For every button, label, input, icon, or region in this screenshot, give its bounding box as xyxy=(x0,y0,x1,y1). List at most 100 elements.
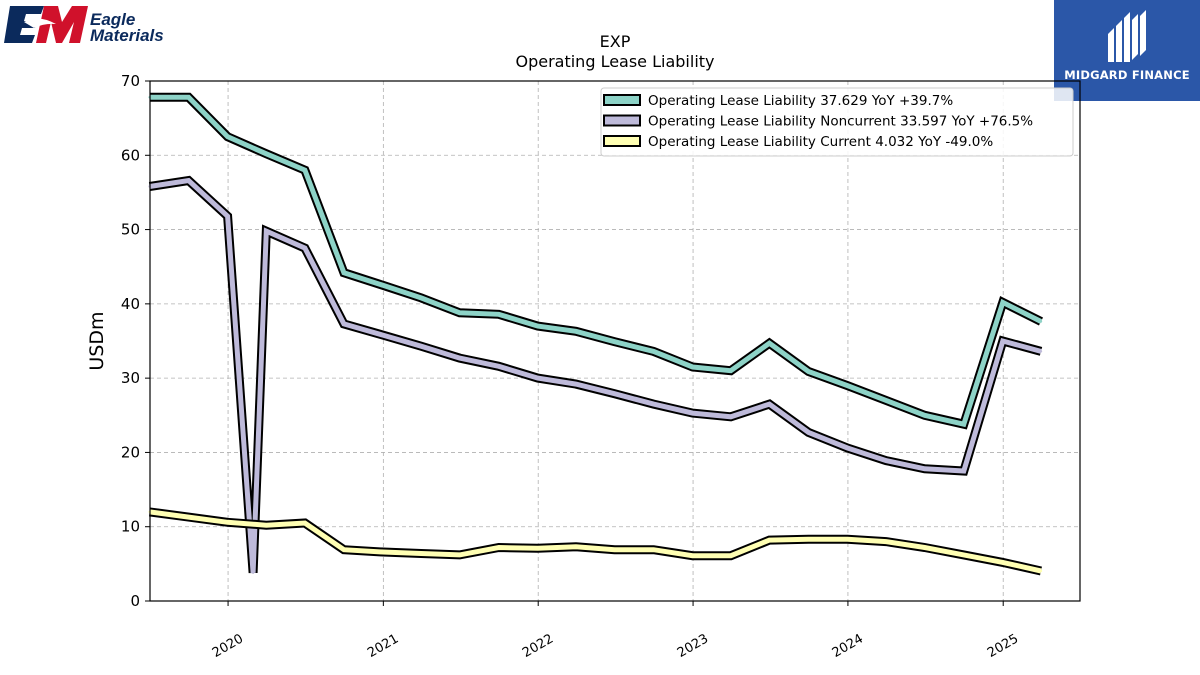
data-point xyxy=(265,524,268,527)
data-point xyxy=(729,415,732,418)
data-point xyxy=(846,446,849,450)
data-point xyxy=(691,411,694,415)
data-point xyxy=(265,152,268,155)
x-tick-label: 2021 xyxy=(365,631,401,661)
y-tick-label: 40 xyxy=(121,295,140,313)
data-point xyxy=(768,538,771,542)
data-point xyxy=(303,246,307,250)
data-point xyxy=(381,284,385,287)
data-point xyxy=(342,548,346,551)
logo-line-materials: Materials xyxy=(90,26,164,45)
legend-swatch xyxy=(603,114,641,127)
series-3 xyxy=(148,507,1043,576)
x-tick-label: 2024 xyxy=(830,631,866,661)
plot-frame xyxy=(149,80,1081,602)
legend-label: Operating Lease Liability 37.629 YoY +39… xyxy=(648,93,953,109)
data-point xyxy=(1001,301,1004,304)
data-point xyxy=(419,345,423,348)
x-tick-label: 2025 xyxy=(985,631,1021,661)
data-point xyxy=(536,376,539,380)
data-point xyxy=(303,168,307,172)
data-point xyxy=(574,382,578,386)
data-point xyxy=(303,521,307,525)
data-point xyxy=(226,521,229,524)
data-point xyxy=(1001,339,1004,343)
data-point xyxy=(923,467,926,470)
logo-line-eagle: Eagle xyxy=(90,10,136,29)
data-point xyxy=(497,546,500,549)
data-point xyxy=(265,229,268,233)
data-point xyxy=(652,350,655,353)
data-point xyxy=(1039,350,1043,353)
data-point xyxy=(419,296,423,300)
data-point xyxy=(497,365,500,368)
legend-swatch xyxy=(603,94,641,106)
data-point xyxy=(613,392,616,395)
data-point xyxy=(613,548,616,551)
data-point xyxy=(846,384,849,387)
data-point xyxy=(846,538,849,541)
legend-box xyxy=(600,87,1074,157)
data-point xyxy=(342,322,346,326)
data-point xyxy=(962,553,965,557)
y-axis-label: USDm xyxy=(86,311,108,370)
data-point xyxy=(187,515,190,519)
data-point xyxy=(729,369,732,372)
data-point xyxy=(381,550,385,554)
y-tick-label: 30 xyxy=(121,369,140,387)
y-tick-label: 60 xyxy=(121,146,140,164)
data-point xyxy=(768,402,771,406)
data-point xyxy=(536,324,539,328)
series-line xyxy=(149,177,1042,573)
midgard-finance-label: MIDGARD FINANCE xyxy=(1064,68,1190,82)
y-axis: 0 10 20 30 40 50 60 70 xyxy=(121,72,150,610)
data-point xyxy=(458,356,461,360)
data-point xyxy=(652,548,655,551)
data-point xyxy=(458,311,461,314)
legend-label: Operating Lease Liability Current 4.032 … xyxy=(648,134,993,150)
data-point xyxy=(691,554,694,557)
legend-swatch xyxy=(603,135,641,147)
x-tick-label: 2023 xyxy=(675,631,711,661)
series-line xyxy=(149,509,1042,574)
legend-label: Operating Lease Liability Noncurrent 33.… xyxy=(648,114,1033,130)
data-point xyxy=(1001,561,1004,564)
eagle-materials-logo: Eagle Materials xyxy=(4,4,179,46)
data-point xyxy=(962,423,965,426)
x-tick-label: 2022 xyxy=(520,631,556,661)
data-point xyxy=(574,545,578,548)
legend: Operating Lease Liability 37.629 YoY +39… xyxy=(600,87,1074,157)
y-tick-label: 10 xyxy=(121,518,140,536)
chart-title: EXP xyxy=(600,32,631,51)
y-tick-label: 50 xyxy=(121,221,140,239)
data-point xyxy=(884,399,888,402)
series-2 xyxy=(148,175,1043,574)
data-point xyxy=(574,330,578,333)
em-monogram-icon xyxy=(4,6,88,43)
data-point xyxy=(226,215,229,218)
series-lines xyxy=(148,92,1044,576)
series-line xyxy=(149,94,1043,428)
data-point xyxy=(381,333,385,337)
data-point xyxy=(226,135,229,138)
data-point xyxy=(497,313,500,316)
data-point xyxy=(807,431,810,434)
data-point xyxy=(187,96,190,99)
data-point xyxy=(807,538,810,541)
x-tick-label: 2020 xyxy=(210,631,246,661)
data-point xyxy=(1039,569,1043,573)
series-1 xyxy=(148,92,1044,430)
midgard-mark-icon xyxy=(1108,10,1146,62)
data-point xyxy=(962,469,965,473)
data-point xyxy=(342,271,346,274)
data-point xyxy=(807,370,810,373)
series-line-outline xyxy=(149,507,1042,576)
data-point xyxy=(691,365,694,369)
y-tick-label: 70 xyxy=(121,72,140,90)
data-point xyxy=(884,459,888,462)
data-point xyxy=(187,179,190,182)
data-point xyxy=(251,571,255,574)
y-tick-label: 0 xyxy=(130,592,140,610)
y-tick-label: 20 xyxy=(121,443,140,461)
